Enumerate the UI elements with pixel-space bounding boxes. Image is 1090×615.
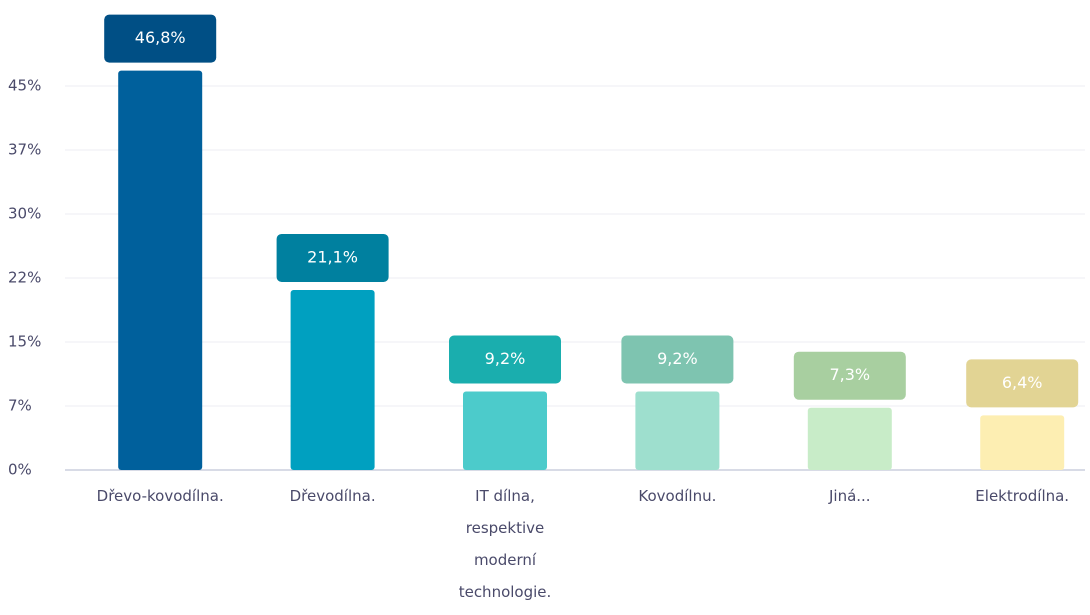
value-label-box: [621, 335, 734, 384]
y-tick-label: 30%: [8, 205, 41, 223]
y-tick-label: 37%: [8, 141, 41, 159]
y-tick-label: 0%: [8, 461, 32, 479]
x-tick-label: Elektrodílna.: [975, 487, 1070, 505]
bar: [635, 391, 720, 470]
bar: [807, 407, 892, 470]
x-tick-label: Dřevodílna.: [289, 487, 376, 505]
value-label-box: [104, 14, 217, 63]
bar: [290, 289, 375, 470]
x-tick-label: IT dílna, respektive moderní technologie…: [458, 487, 552, 601]
y-tick-label: 7%: [8, 397, 32, 415]
value-label-box: [449, 335, 561, 384]
x-tick-label: Kovodílnu.: [638, 487, 717, 505]
value-label: 7,3%: [829, 365, 870, 384]
y-tick-label: 45%: [8, 77, 41, 95]
value-label-box: [276, 233, 389, 282]
x-tick-label: Dřevo-kovodílna.: [96, 487, 224, 505]
value-label: 9,2%: [657, 349, 698, 368]
value-label: 6,4%: [1002, 373, 1043, 392]
value-label: 21,1%: [307, 247, 358, 266]
value-label: 46,8%: [135, 28, 186, 47]
bar: [463, 391, 547, 470]
y-tick-label: 15%: [8, 333, 41, 351]
value-label-box: [793, 351, 906, 400]
value-label: 9,2%: [485, 349, 526, 368]
y-tick-label: 22%: [8, 269, 41, 287]
x-tick-label: Jiná...: [828, 487, 871, 505]
bar: [980, 415, 1065, 470]
bar: [118, 70, 203, 470]
value-label-box: [966, 359, 1079, 408]
